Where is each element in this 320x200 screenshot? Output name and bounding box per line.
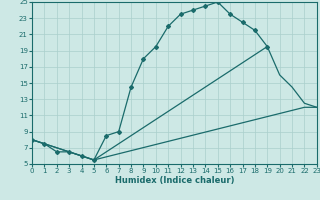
X-axis label: Humidex (Indice chaleur): Humidex (Indice chaleur)	[115, 176, 234, 185]
